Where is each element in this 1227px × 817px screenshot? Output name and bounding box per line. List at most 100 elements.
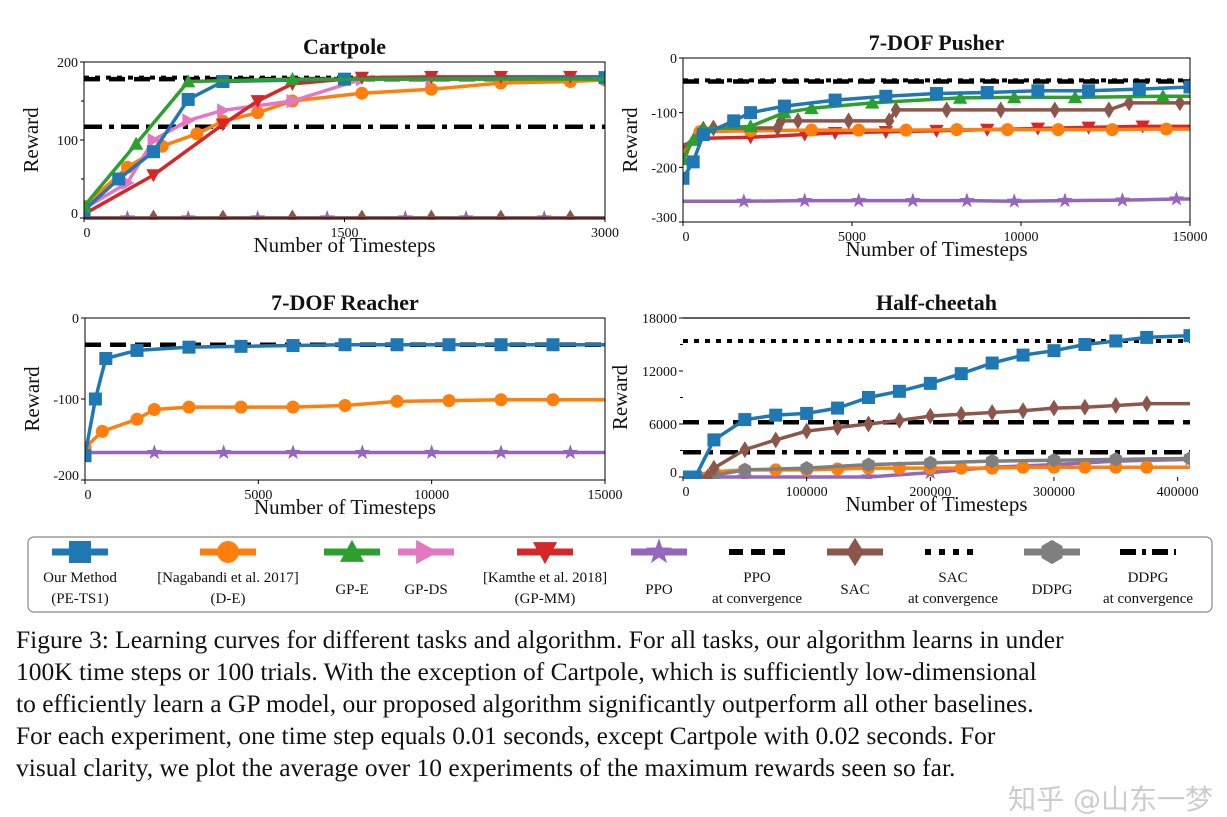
x-tick-label: 200000 [909,485,951,500]
series-pets [683,80,1190,185]
circle-marker [950,123,964,137]
legend-label: PPO [743,570,771,586]
series-ppo [683,190,1190,208]
diamond-marker [941,101,952,119]
square-marker [85,449,92,463]
circle-marker [1051,123,1065,137]
diamond-marker [925,407,936,425]
square-marker [181,92,195,106]
diamond-marker [702,468,713,479]
triangle-down-marker [146,169,161,183]
circle-marker [1159,122,1173,136]
x-tick-label: 15000 [588,488,623,503]
triangle-up-marker [743,119,758,133]
square-marker [683,171,690,185]
circle-marker [182,400,196,414]
legend-entry-gpds: GP-DS [398,539,454,598]
y-tick-label: 0 [71,207,78,222]
y-axis-label: Reward [19,107,43,173]
triangle-up-marker [685,132,701,146]
y-tick-label: 6000 [649,418,677,433]
y-tick-label: -200 [651,161,677,176]
y-tick-label: -300 [651,211,677,226]
square-marker [234,339,248,353]
legend-label: [Nagabandi et al. 2017] [157,570,299,586]
legend-label: [Kamthe et al. 2018] [483,570,607,586]
square-marker [738,413,752,427]
legend-entry-ddpg: DDPG [1024,539,1080,598]
x-tick-label: 3000 [591,226,619,241]
x-tick-label: 10000 [1004,230,1039,245]
chart-cartpole: Cartpole Number of Timesteps Reward 0 1500 30… [19,34,619,257]
chart-7-dof-reacher: 7-DOF Reacher Number of Timesteps Reward 0 5… [20,290,623,519]
circle-marker [442,394,456,408]
circle-marker [217,541,239,563]
legend-label: GP-E [335,582,368,598]
square-marker [130,343,144,357]
hexagon-marker [985,453,999,469]
square-marker [146,145,160,159]
diamond-marker [495,209,506,220]
star-marker [1057,192,1073,208]
square-marker [828,93,842,107]
square-marker [879,89,893,103]
legend-frame [27,536,1213,613]
circle-marker [1105,123,1119,137]
square-marker [88,392,102,406]
square-marker [1140,330,1154,344]
star-marker [905,192,921,208]
square-marker [112,172,126,186]
square-marker [1047,344,1061,358]
triangle-up-marker [285,72,300,86]
y-tick-label: -200 [53,469,79,484]
y-axis-label: Reward [618,107,642,173]
legend-label: (D-E) [211,591,246,607]
circle-marker [424,82,438,96]
legend-label: DDPG [1032,582,1073,598]
diamond-marker [1048,399,1060,417]
legend-entry-ppoc: PPO at convergence [712,549,802,607]
triangle-up-marker [181,74,196,88]
triangle-up-marker [84,199,92,213]
diamond-marker [739,441,751,459]
circle-marker [494,393,508,407]
diamond-marker [287,209,298,220]
x-axis-label: Number of Timesteps [845,492,1027,516]
square-marker [683,470,690,479]
diamond-marker [1017,402,1029,420]
legend: Our Method (PE-TS1) [Nagabandi et al. 2017… [27,536,1213,613]
circle-marker [1016,460,1030,474]
square-marker [831,401,845,415]
diamond-marker [890,101,902,119]
legend-label: GP-DS [404,582,447,598]
legend-label: (GP-MM) [515,591,576,607]
hexagon-marker [800,461,813,476]
square-marker [861,391,875,404]
legend-label: at convergence [712,591,802,607]
square-marker [707,433,721,447]
circle-marker [546,393,560,407]
star-marker [1114,192,1131,207]
diamond-marker [995,101,1006,119]
legend-label: SAC [938,570,967,586]
circle-marker [390,394,404,408]
triangle-up-marker [953,90,968,104]
star-marker [736,193,752,208]
legend-entry-gpe: GP-E [324,539,380,598]
diamond-marker [863,415,874,433]
x-tick-label: 1500 [331,226,359,241]
chart-title: Half-cheetah [876,290,997,315]
diamond-marker [148,209,159,220]
triangle-up-marker [339,539,365,562]
circle-marker [286,400,300,414]
circle-marker [234,400,248,414]
square-marker [727,114,741,128]
square-marker [182,340,196,354]
square-marker [69,541,91,563]
legend-entry-ppo: PPO [631,538,687,598]
diamond-marker [426,209,437,220]
x-tick-label: 0 [85,488,92,503]
square-marker [1016,348,1030,362]
x-tick-label: 10000 [414,488,449,503]
series-pets [84,71,605,217]
